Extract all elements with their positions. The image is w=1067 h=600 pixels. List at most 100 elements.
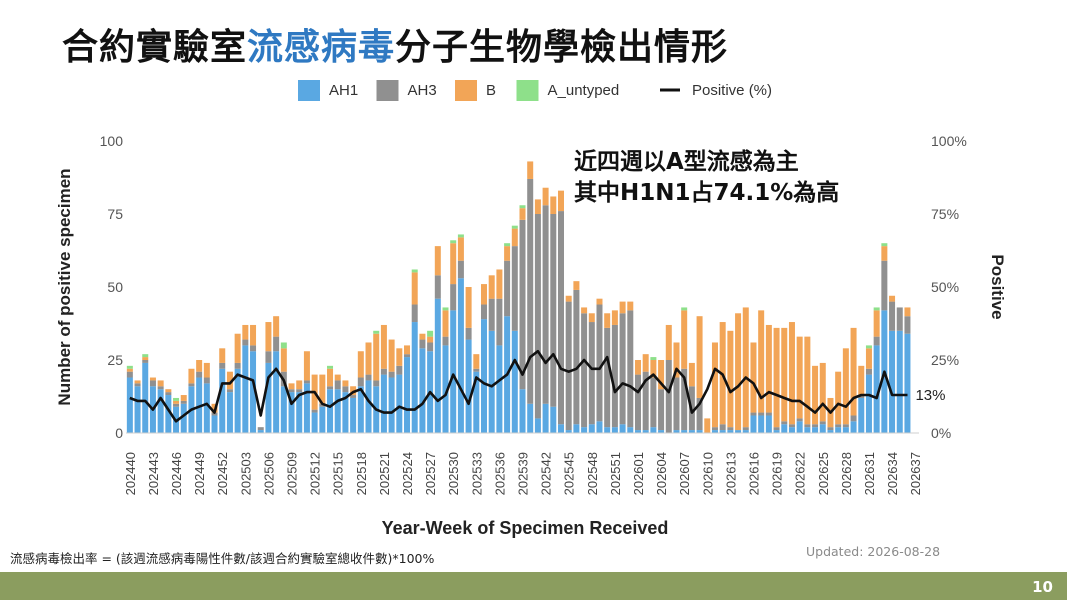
bar-a-untyped — [519, 205, 526, 209]
bar-ah1 — [727, 430, 734, 433]
x-tick-label: 202631 — [862, 452, 877, 495]
bar-ah3 — [265, 351, 272, 363]
page-title: 合約實驗室流感病毒分子生物學檢出情形 — [62, 18, 728, 70]
bar-a-untyped — [865, 345, 872, 349]
x-tick-label: 202551 — [608, 452, 623, 495]
bar-ah1 — [226, 392, 233, 433]
bar-ah3 — [450, 284, 457, 311]
bar-ah3 — [642, 371, 649, 431]
bar-ah3 — [850, 415, 857, 422]
bar-ah3 — [765, 412, 772, 416]
bar-ah3 — [835, 424, 842, 428]
bar-b — [434, 246, 441, 276]
bar-ah3 — [650, 377, 657, 428]
bar-ah1 — [758, 415, 765, 433]
bar-ah3 — [673, 377, 680, 431]
bar-ah3 — [434, 275, 441, 299]
bar-ah1 — [350, 397, 357, 433]
bar-ah3 — [334, 380, 341, 390]
x-tick-label: 202533 — [469, 452, 484, 495]
bar-ah3 — [827, 427, 834, 431]
x-tick-label: 202637 — [908, 452, 923, 495]
bar-b — [250, 324, 257, 346]
bar-b — [889, 295, 896, 302]
x-tick-label: 202524 — [400, 452, 415, 495]
bar-ah1 — [627, 427, 634, 433]
bar-b — [750, 342, 757, 413]
bar-b — [727, 330, 734, 428]
bar-ah3 — [481, 304, 488, 320]
bar-ah1 — [781, 424, 788, 433]
bar-ah1 — [134, 386, 141, 433]
bar-ah3 — [342, 386, 349, 393]
bar-b — [788, 322, 795, 425]
bar-a-untyped — [173, 397, 180, 401]
bar-ah1 — [288, 392, 295, 433]
x-tick-label: 202604 — [654, 452, 669, 495]
bar-ah1 — [380, 374, 387, 433]
bar-ah1 — [642, 430, 649, 433]
y2-tick-label: 0% — [931, 425, 951, 441]
bar-b — [634, 360, 641, 375]
bar-ah1 — [534, 418, 541, 433]
x-tick-label: 202610 — [700, 452, 715, 495]
x-tick-label: 202634 — [885, 452, 900, 495]
bar-a-untyped — [142, 354, 149, 358]
bar-ah3 — [296, 389, 303, 393]
y-tick-label: 75 — [107, 206, 123, 222]
bar-ah1 — [796, 421, 803, 433]
bar-ah3 — [889, 301, 896, 331]
bar-b — [473, 354, 480, 369]
bar-ah1 — [334, 389, 341, 433]
bar-ah1 — [365, 380, 372, 433]
bar-b — [350, 386, 357, 396]
bar-ah3 — [519, 219, 526, 390]
x-tick-label: 202530 — [446, 452, 461, 495]
x-tick-label: 202443 — [146, 452, 161, 495]
bar-ah1 — [742, 430, 749, 433]
bar-b — [380, 324, 387, 369]
bar-a-untyped — [650, 357, 657, 360]
bar-ah3 — [396, 365, 403, 375]
bar-ah3 — [365, 374, 372, 381]
title-suffix: 分子生物學檢出情形 — [395, 27, 729, 68]
bar-ah3 — [581, 313, 588, 428]
bar-ah3 — [858, 395, 865, 398]
bar-b — [242, 324, 249, 340]
bar-ah3 — [257, 427, 264, 431]
bar-ah3 — [196, 371, 203, 378]
bar-b — [781, 327, 788, 422]
legend-swatch — [376, 80, 399, 101]
bar-b — [696, 316, 703, 398]
bar-ah3 — [534, 214, 541, 419]
x-tick-label: 202512 — [308, 452, 323, 495]
bar-ah1 — [604, 427, 611, 433]
x-tick-label: 202545 — [562, 452, 577, 495]
bar-ah1 — [696, 430, 703, 433]
y2-axis-title: Positive — [988, 254, 1007, 319]
bar-ah3 — [788, 424, 795, 428]
x-tick-label: 202449 — [192, 452, 207, 495]
bar-b — [658, 360, 665, 390]
bar-a-untyped — [427, 330, 434, 337]
bar-b — [265, 322, 272, 352]
bar-ah3 — [350, 395, 357, 398]
bar-ah1 — [303, 383, 310, 433]
legend-label: A_untyped — [548, 82, 620, 99]
bar-b — [904, 307, 911, 317]
bar-ah3 — [750, 412, 757, 416]
bar-a-untyped — [280, 342, 287, 349]
bar-b — [835, 371, 842, 425]
x-tick-label: 202622 — [793, 452, 808, 495]
bar-b — [735, 313, 742, 431]
bar-b — [273, 316, 280, 337]
bar-b — [765, 324, 772, 413]
y2-tick-label: 50% — [931, 279, 959, 295]
bar-ah1 — [850, 421, 857, 433]
bar-ah3 — [550, 214, 557, 407]
bar-ah1 — [827, 430, 834, 433]
bar-b — [742, 307, 749, 428]
bar-b — [450, 243, 457, 285]
bar-ah3 — [419, 339, 426, 349]
bar-b — [357, 351, 364, 378]
